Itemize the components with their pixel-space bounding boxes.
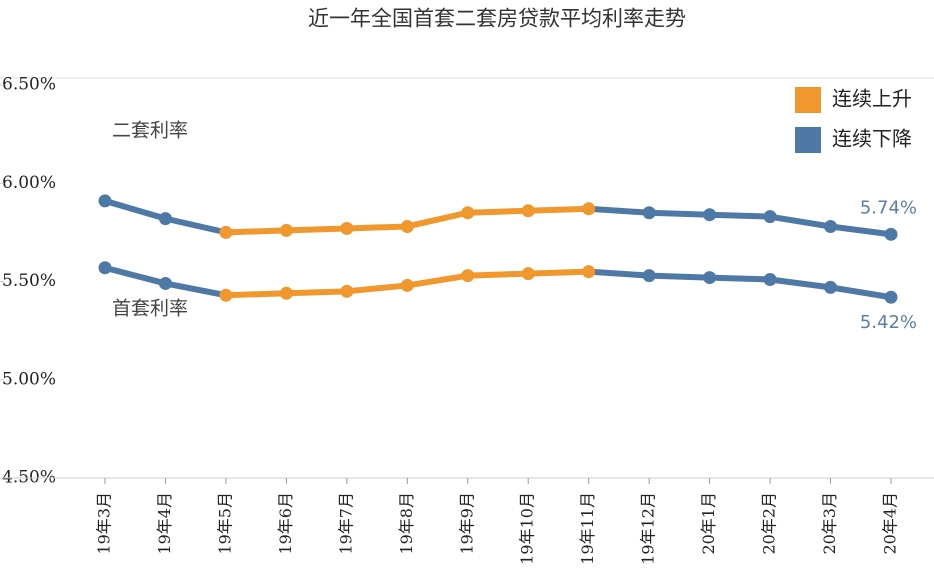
line-segment <box>525 268 592 277</box>
x-tick-label: 19年4月 <box>155 492 174 555</box>
y-tick-label: 5.00% <box>2 369 56 389</box>
x-tick-label: 19年12月 <box>639 492 658 565</box>
point <box>219 225 233 239</box>
line-segment <box>464 207 532 216</box>
point <box>219 288 233 302</box>
line-segment <box>222 227 290 236</box>
point <box>884 227 898 241</box>
line-segment <box>767 276 834 291</box>
line-segment <box>102 197 169 222</box>
point <box>98 194 112 208</box>
point <box>763 273 777 287</box>
point <box>279 286 293 300</box>
series-label: 首套利率 <box>112 298 188 320</box>
line-segment <box>404 272 471 289</box>
line-segment <box>222 290 290 299</box>
point <box>824 219 838 233</box>
legend-label: 连续下降 <box>832 127 912 151</box>
line-segment <box>706 211 774 220</box>
legend-swatch <box>795 127 821 153</box>
point <box>461 269 475 283</box>
point <box>98 261 112 275</box>
line-segment <box>343 282 411 295</box>
line-segment <box>283 288 350 297</box>
point <box>158 276 172 290</box>
x-tick-label: 19年9月 <box>457 492 476 555</box>
x-tick-label: 19年7月 <box>336 492 355 555</box>
line-segment <box>585 205 653 216</box>
line-segment <box>585 268 653 279</box>
line-segment <box>646 272 713 281</box>
y-tick-label: 6.50% <box>2 75 56 95</box>
point <box>582 202 596 216</box>
line-segment <box>525 205 592 214</box>
line-segment <box>162 215 229 236</box>
line-segment <box>404 209 471 230</box>
line-segment <box>283 225 350 234</box>
x-tick-label: 20年1月 <box>699 492 718 555</box>
line-segment <box>827 284 894 301</box>
line-segment <box>827 223 894 238</box>
point <box>340 284 354 298</box>
chart-title: 近一年全国首套二套房贷款平均利率走势 <box>308 7 686 31</box>
point <box>340 221 354 235</box>
point <box>279 223 293 237</box>
point <box>521 267 535 281</box>
point <box>461 206 475 220</box>
point <box>703 208 717 222</box>
legend-swatch <box>795 87 821 113</box>
x-tick-label: 20年4月 <box>881 492 900 555</box>
line-segment <box>464 270 532 279</box>
point <box>703 271 717 285</box>
point <box>884 290 898 304</box>
x-tick-label: 19年6月 <box>276 492 295 555</box>
series-label: 二套利率 <box>112 120 188 142</box>
x-tick-label: 19年11月 <box>578 492 597 565</box>
point <box>521 204 535 218</box>
point <box>158 212 172 226</box>
line-segment <box>767 213 834 230</box>
x-tick-label: 19年8月 <box>397 492 416 555</box>
y-tick-label: 5.50% <box>2 271 56 291</box>
line-segment <box>102 264 169 287</box>
point <box>763 210 777 224</box>
point <box>642 206 656 220</box>
x-tick-label: 19年10月 <box>518 492 537 565</box>
line-segment <box>706 274 774 283</box>
line-segment <box>162 280 229 299</box>
x-tick-label: 20年3月 <box>820 492 839 555</box>
x-tick-label: 20年2月 <box>760 492 779 555</box>
point <box>824 280 838 294</box>
line-segment <box>646 209 713 218</box>
x-tick-label: 19年5月 <box>215 492 234 555</box>
point <box>642 269 656 283</box>
line-segment <box>343 223 411 232</box>
point <box>400 219 414 233</box>
point <box>400 278 414 292</box>
legend-label: 连续上升 <box>832 87 912 111</box>
value-label: 5.42% <box>860 312 917 333</box>
x-tick-label: 19年3月 <box>95 492 114 555</box>
y-tick-label: 6.00% <box>2 173 56 193</box>
value-label: 5.74% <box>860 197 917 218</box>
point <box>582 265 596 279</box>
